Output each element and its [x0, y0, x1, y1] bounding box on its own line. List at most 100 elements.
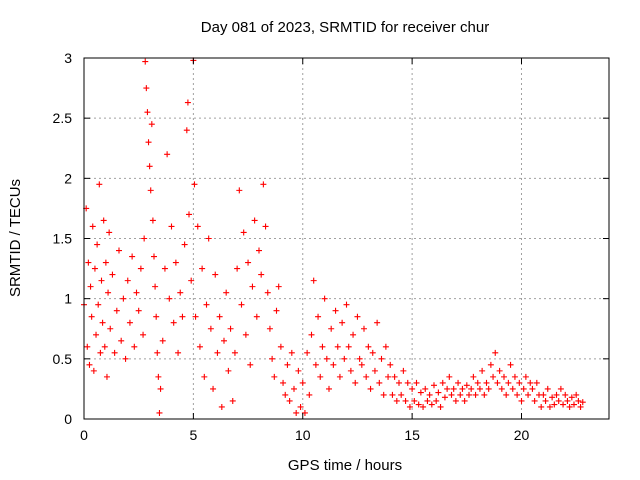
data-point	[251, 217, 258, 224]
data-point	[145, 139, 152, 146]
data-point	[258, 271, 265, 278]
data-point	[99, 319, 106, 326]
data-point	[345, 343, 352, 350]
data-point	[350, 331, 357, 338]
data-point	[546, 403, 553, 410]
y-tick-label: 3	[64, 50, 72, 66]
data-point	[540, 391, 547, 398]
data-point	[297, 403, 304, 410]
data-point	[166, 295, 173, 302]
data-point	[393, 397, 400, 404]
data-point	[135, 307, 142, 314]
data-point	[152, 283, 159, 290]
y-tick-label: 0	[64, 411, 72, 427]
data-point	[553, 391, 560, 398]
data-point	[409, 385, 416, 392]
data-point	[97, 349, 104, 356]
data-point	[452, 397, 459, 404]
data-point	[352, 379, 359, 386]
data-point	[455, 379, 462, 386]
data-point	[562, 391, 569, 398]
data-point	[284, 361, 291, 368]
data-point	[485, 385, 492, 392]
data-point	[389, 391, 396, 398]
data-point	[151, 253, 157, 260]
data-point	[247, 361, 254, 368]
data-point	[301, 409, 308, 416]
data-point	[459, 385, 466, 392]
data-point	[179, 313, 186, 320]
y-tick-labels: 0 0.5 1 1.5 2 2.5 3	[53, 50, 73, 427]
data-point	[164, 151, 171, 158]
data-point	[415, 401, 422, 408]
data-point	[194, 223, 201, 230]
data-point	[579, 399, 586, 406]
data-point	[106, 229, 113, 236]
data-point	[91, 265, 98, 272]
data-point	[210, 385, 217, 392]
data-points	[81, 57, 586, 416]
data-point	[308, 331, 315, 338]
data-point	[310, 277, 317, 284]
data-point	[461, 397, 468, 404]
data-point	[542, 397, 549, 404]
x-tick-label: 5	[189, 427, 197, 443]
data-point	[87, 283, 94, 290]
data-point	[317, 373, 324, 380]
data-point	[143, 85, 150, 92]
data-point	[402, 397, 409, 404]
data-point	[288, 349, 295, 356]
data-point	[216, 313, 223, 320]
data-point	[424, 397, 431, 404]
data-point	[95, 301, 102, 308]
data-point	[170, 319, 177, 326]
data-point	[496, 367, 503, 374]
data-point	[522, 373, 529, 380]
data-point	[474, 379, 481, 386]
data-point	[354, 313, 361, 320]
data-point	[154, 349, 161, 356]
axis-ticks	[83, 57, 609, 420]
data-point	[201, 373, 208, 380]
data-point	[109, 271, 116, 278]
data-point	[149, 217, 156, 224]
data-point	[435, 389, 442, 396]
data-point	[520, 385, 527, 392]
data-point	[181, 241, 188, 248]
data-point	[299, 379, 306, 386]
x-axis-label: GPS time / hours	[288, 457, 402, 474]
data-point	[203, 301, 210, 308]
data-point	[312, 361, 319, 368]
data-point	[186, 211, 192, 218]
data-point	[341, 355, 348, 362]
data-point	[245, 259, 252, 266]
data-point	[564, 397, 571, 404]
x-tick-label: 15	[404, 427, 420, 443]
data-point	[505, 379, 512, 386]
data-point	[231, 349, 238, 356]
data-point	[126, 319, 133, 326]
data-point	[229, 397, 236, 404]
data-point	[573, 391, 580, 398]
data-point	[518, 397, 525, 404]
data-point	[356, 355, 363, 362]
data-point	[84, 343, 91, 350]
data-point	[516, 379, 523, 386]
data-point	[240, 229, 247, 236]
data-point	[551, 401, 558, 408]
data-point	[428, 401, 435, 408]
data-point	[330, 361, 337, 368]
data-point	[463, 382, 470, 389]
data-point	[191, 181, 198, 188]
y-tick-label: 0.5	[53, 351, 73, 367]
data-point	[426, 391, 433, 398]
data-point	[422, 385, 429, 392]
data-point	[347, 367, 354, 374]
data-point	[218, 403, 225, 410]
data-point	[420, 403, 427, 410]
data-point	[148, 121, 155, 128]
data-point	[450, 385, 457, 392]
data-point	[566, 403, 573, 410]
data-point	[249, 283, 256, 290]
